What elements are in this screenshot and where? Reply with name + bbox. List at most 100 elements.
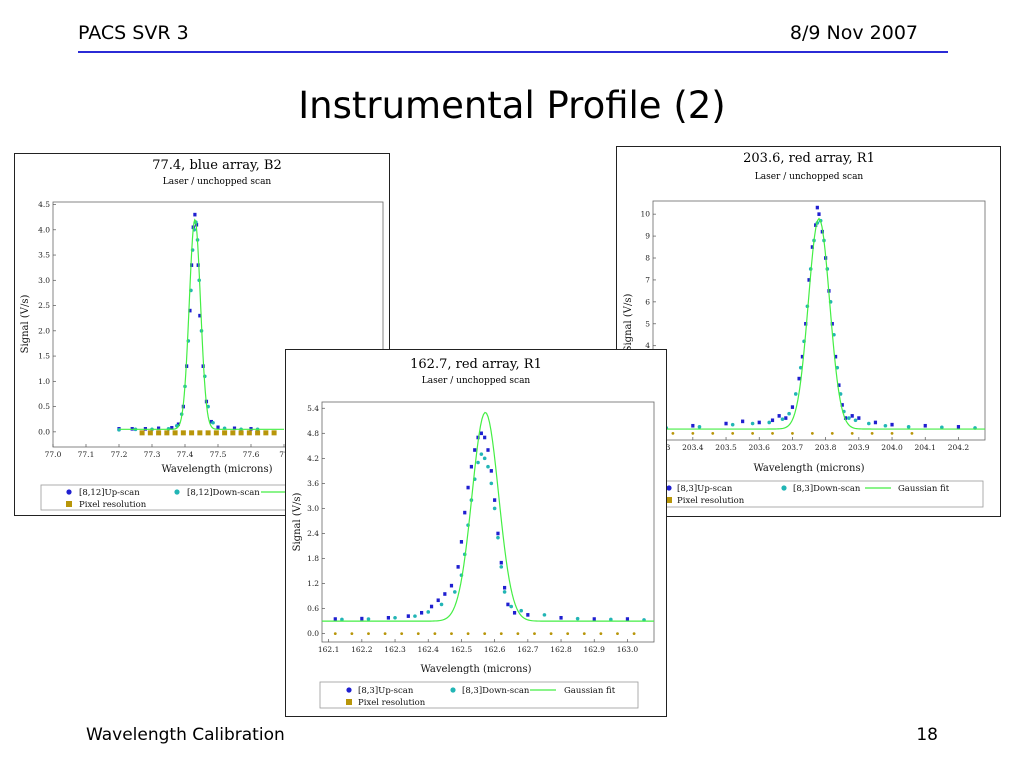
fit-line (322, 411, 654, 622)
legend-down-marker (450, 687, 456, 693)
pixel-marker (450, 632, 453, 636)
pixel-marker (333, 632, 337, 636)
y-tick-label: 2.0 (38, 326, 50, 335)
up-scan-point (559, 615, 563, 620)
up-scan-point (449, 583, 454, 588)
down-scan-point (479, 452, 484, 456)
legend-up-marker (66, 489, 72, 495)
pixel-marker (810, 432, 814, 435)
chart-title: 203.6, red array, R1 (743, 151, 875, 166)
up-scan-point (193, 212, 197, 217)
x-tick-label: 77.5 (210, 450, 227, 459)
up-scan-point (784, 416, 788, 420)
down-scan-point (793, 392, 798, 396)
up-scan-point (483, 435, 487, 440)
down-scan-point (847, 416, 851, 420)
up-scan-point (817, 212, 821, 216)
pixel-marker (400, 632, 404, 636)
up-scan-point (420, 610, 424, 615)
x-axis-label: Wavelength (microns) (162, 464, 273, 475)
pixel-marker (164, 430, 170, 436)
pixel-marker (213, 430, 219, 436)
y-tick-label: 4.2 (307, 454, 319, 463)
legend-box (319, 681, 639, 709)
up-scan-point (188, 308, 192, 313)
down-scan-point (750, 421, 755, 426)
up-scan-point (526, 613, 530, 617)
up-scan-point (436, 598, 440, 603)
up-scan-point (777, 414, 781, 418)
x-tick-label: 77.2 (111, 450, 128, 459)
down-scan-point (867, 421, 871, 426)
up-scan-point (429, 604, 434, 609)
up-scan-point (797, 376, 801, 381)
legend-down-marker (174, 489, 180, 495)
up-scan-point (486, 448, 490, 452)
pixel-marker (350, 632, 354, 636)
x-tick-label: 77.0 (45, 450, 62, 459)
y-tick-label: 0.6 (307, 604, 319, 613)
down-scan-point (787, 411, 791, 416)
y-tick-label: 1.8 (307, 554, 319, 563)
y-tick-label: 7 (645, 275, 650, 284)
pixel-marker (599, 632, 603, 636)
pixel-marker (483, 632, 487, 636)
up-scan-point (496, 531, 500, 536)
x-tick-label: 162.8 (550, 645, 572, 654)
down-scan-point (489, 481, 494, 486)
x-tick-label: 162.7 (517, 645, 539, 654)
pixel-marker (791, 432, 794, 435)
down-scan-point (542, 613, 547, 617)
pixel-marker (533, 632, 536, 636)
x-tick-label: 77 (279, 450, 289, 459)
chart-subtitle: Laser / unchopped scan (755, 172, 864, 182)
header-left: PACS SVR 3 (78, 22, 189, 44)
up-scan-point (333, 617, 337, 621)
down-scan-point (340, 617, 344, 622)
chart-panel-red-r1-162: 162.7, red array, R1 Laser / unchopped s… (285, 349, 667, 717)
up-scan-point (216, 425, 220, 430)
up-scan-point (459, 540, 464, 544)
legend-pixel-marker (66, 501, 72, 507)
pixel-marker (549, 632, 553, 636)
x-tick-label: 163.0 (617, 645, 639, 654)
x-tick-label: 204.0 (881, 443, 903, 452)
up-scan-point (209, 419, 213, 424)
legend-pixel: Pixel resolution (677, 496, 745, 506)
legend-down: [8,3]Down-scan (793, 484, 861, 494)
x-tick-label: 203.7 (782, 443, 804, 452)
plot-area: 012345678910203.3203.4203.5203.6203.7203… (640, 200, 986, 452)
up-scan-point (790, 405, 795, 409)
y-tick-label: 5 (645, 319, 650, 328)
x-tick-label: 162.3 (384, 645, 406, 654)
up-scan-point (463, 510, 467, 515)
down-scan-point (482, 456, 487, 461)
up-scan-point (837, 383, 841, 387)
chart-title: 77.4, blue array, B2 (152, 158, 282, 173)
legend-down: [8,3]Down-scan (462, 686, 530, 696)
pixel-marker (205, 430, 211, 436)
pixel-marker (731, 432, 735, 435)
up-scan-point (834, 354, 838, 359)
legend-up-marker (666, 485, 672, 491)
up-scan-point (198, 313, 202, 318)
pixel-marker (189, 430, 195, 436)
x-tick-label: 77.6 (243, 450, 260, 459)
up-scan-point (456, 565, 460, 569)
x-tick-label: 204.2 (948, 443, 970, 452)
y-tick-label: 1.5 (38, 352, 50, 361)
up-scan-point (476, 435, 480, 440)
up-scan-point (850, 414, 854, 418)
x-tick-label: 77.3 (144, 450, 161, 459)
down-scan-point (780, 417, 785, 421)
pixel-marker (566, 632, 570, 636)
x-tick-label: 162.4 (417, 645, 439, 654)
down-scan-point (413, 614, 417, 618)
legend: [8,3]Up-scan [8,3]Down-scan Gaussian fit… (319, 681, 639, 709)
up-scan-point (800, 354, 804, 359)
x-tick-label: 203.6 (748, 443, 770, 452)
legend-down: [8,12]Down-scan (187, 488, 260, 498)
up-scan-point (386, 615, 390, 620)
x-tick-label: 162.1 (318, 645, 339, 654)
y-tick-label: 5.4 (307, 404, 319, 413)
